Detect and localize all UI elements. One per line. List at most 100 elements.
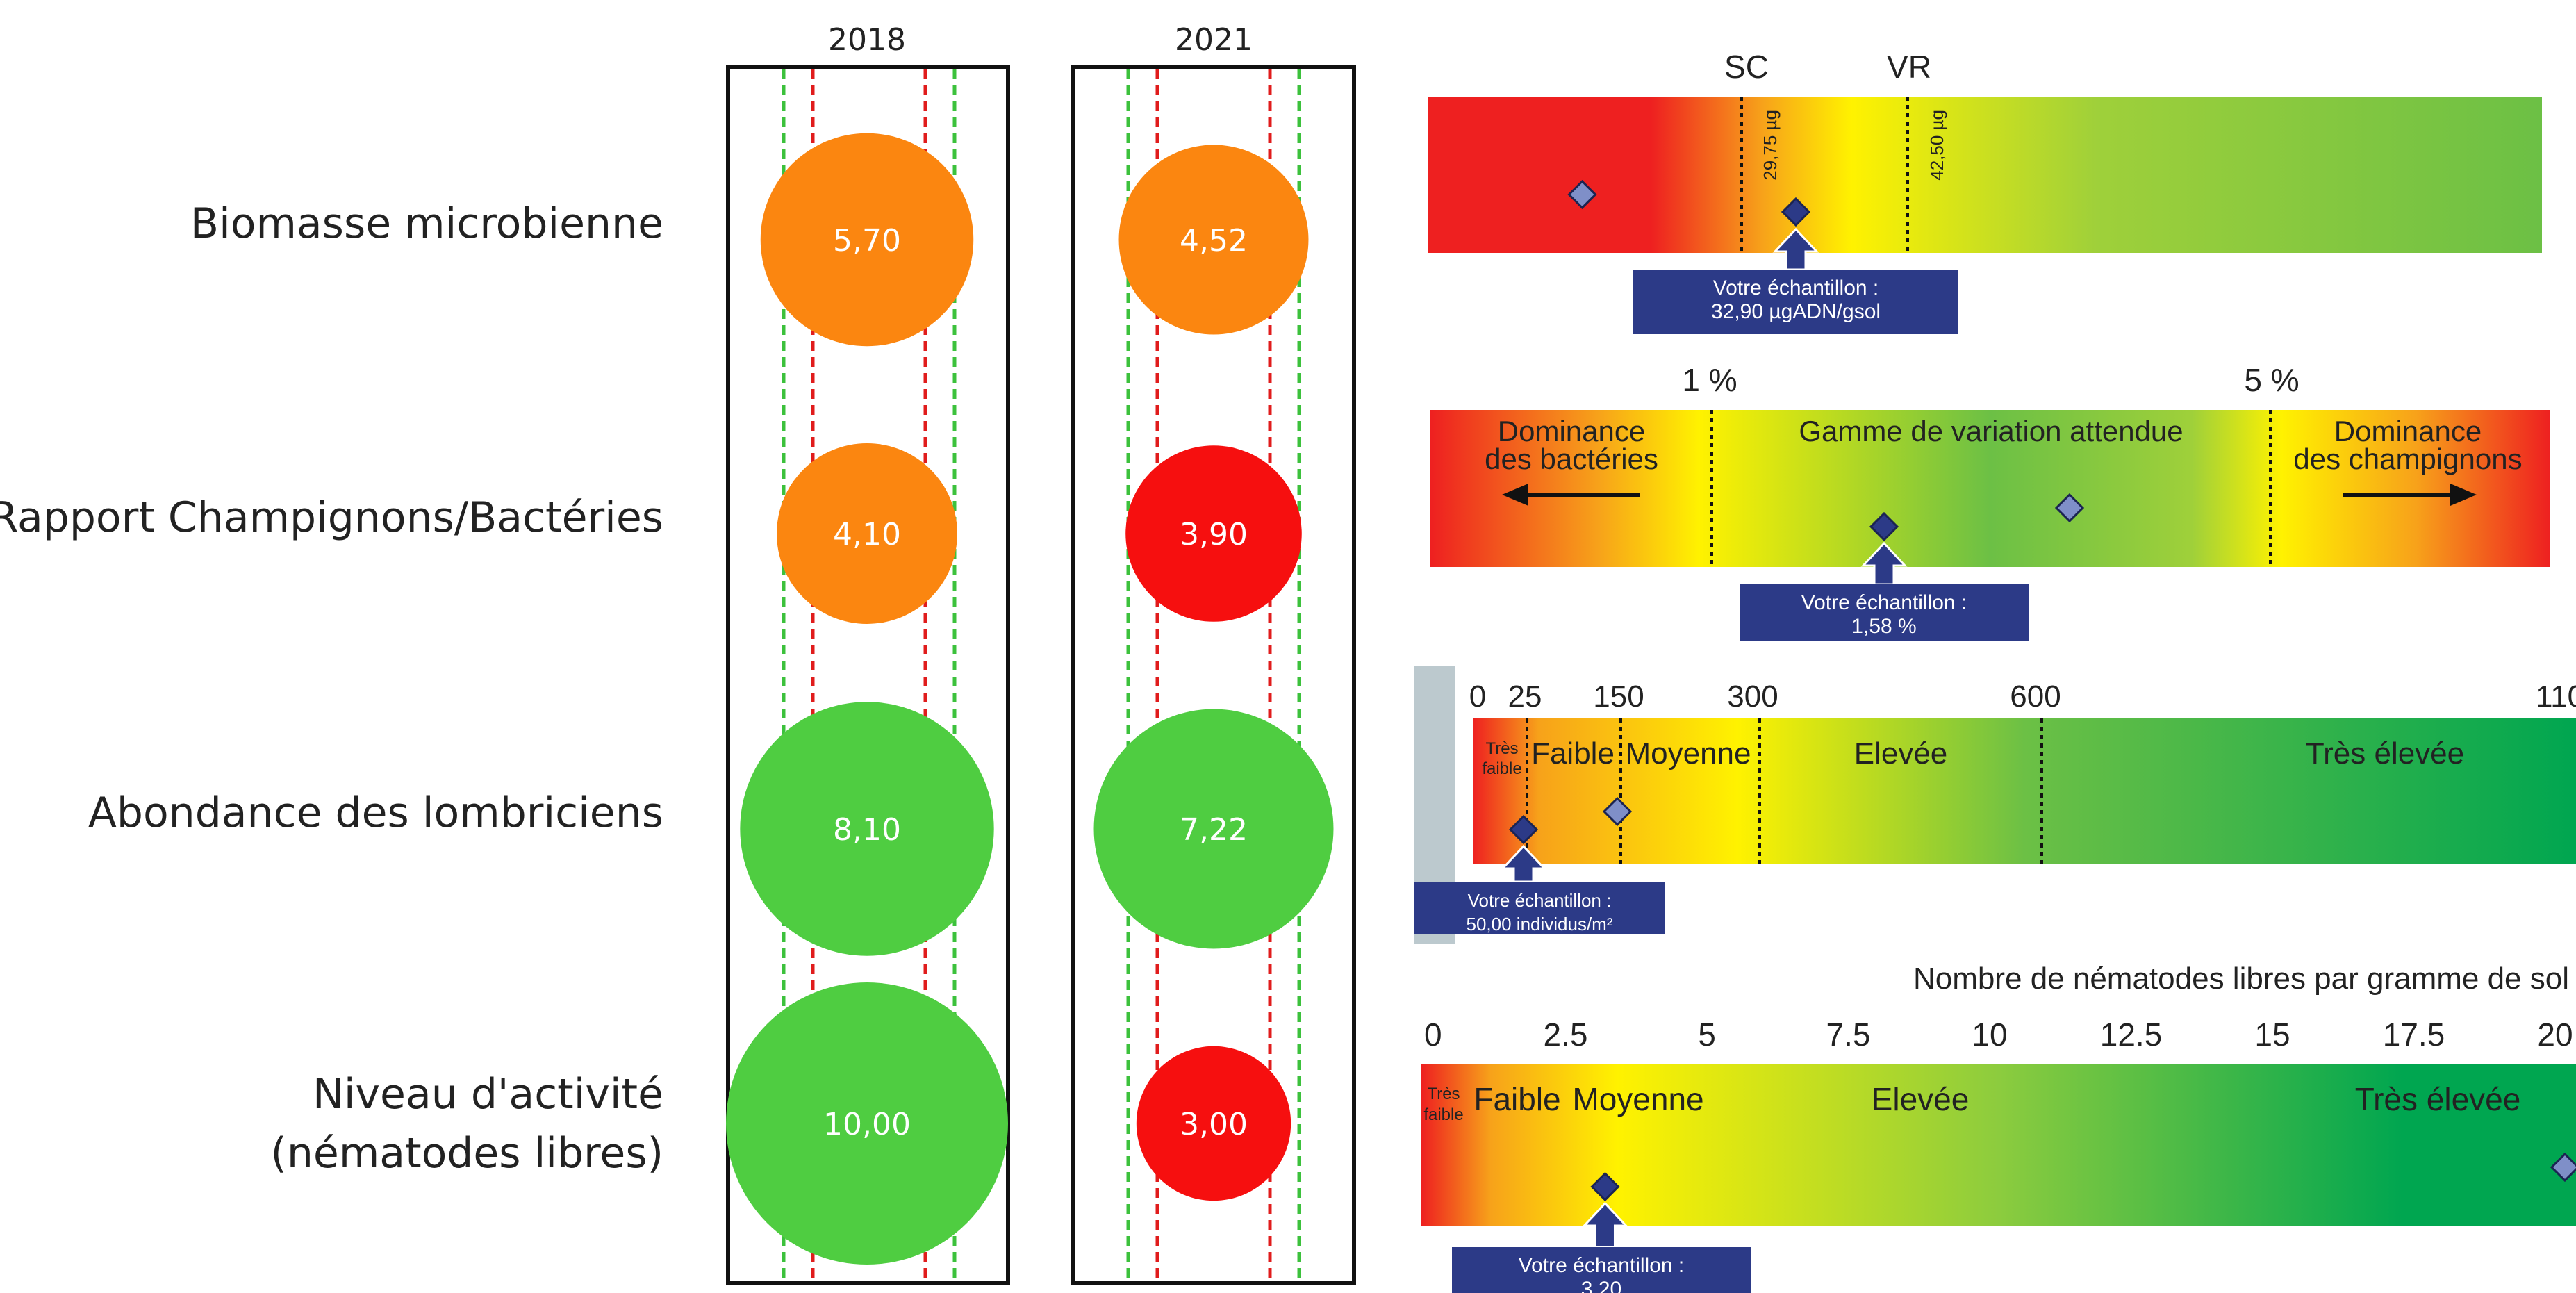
value-circle-2021-1 (1125, 445, 1302, 622)
value-circle-2021-3 (1136, 1046, 1291, 1201)
label-1pct: 1 % (1682, 362, 1737, 398)
indicator-label-ratio: Rapport Champignons/Bactéries (0, 493, 663, 542)
left-panel: Biomasse microbienne Rapport Champignons… (0, 22, 1356, 1285)
year-label-2021: 2021 (1175, 22, 1253, 58)
nematode-tick-7: 17.5 (2383, 1016, 2445, 1053)
earthworm-tick-1100: 1100 (2536, 680, 2576, 714)
zone-fungi-line2: des champignons (2293, 443, 2522, 475)
threshold-vr-value: 42,50 µg (1926, 110, 1947, 181)
earthworm-tick-25: 25 (1508, 680, 1542, 714)
zone-high: Elevée (1854, 736, 1948, 771)
callout-earthworms-line-0: Votre échantillon : (1468, 890, 1612, 911)
gauge-earthworms: 0 25 150 300 600 1100 Très faible Faible Moye… (1414, 666, 2576, 944)
year-column-frame-2021 (1071, 65, 1356, 1285)
callout-nematodes-box (1452, 1247, 1751, 1293)
zone-low: Faible (1473, 1081, 1560, 1117)
zone-low: Faible (1531, 736, 1615, 771)
label-sc: SC (1724, 49, 1769, 85)
value-label-2021-1: 3,90 (1180, 517, 1248, 552)
value-circle-2021-2 (1093, 709, 1334, 949)
threshold-sc-value: 29,75 µg (1760, 110, 1781, 181)
zone-very-low-line1: Très (1427, 1085, 1460, 1103)
year-column-frame-2018 (726, 65, 1010, 1285)
zone-high: Elevée (1872, 1081, 1970, 1117)
gauge-nematodes: Nombre de nématodes libres par gramme de… (1421, 962, 2576, 1226)
indicator-label-earthworms: Abondance des lombriciens (88, 789, 663, 837)
earthworm-tick-labels: 0 25 150 300 600 1100 (1469, 680, 2576, 714)
arrow-right-head (2450, 484, 2477, 506)
indicator-label-nematodes: Niveau d'activité (313, 1070, 663, 1119)
sample-marker-nematodes (1590, 1171, 1620, 1202)
arrow-left-head (1502, 484, 1528, 506)
callout-ratio-line-0: Votre échantillon : (1801, 591, 1967, 614)
nematode-tick-5: 12.5 (2100, 1016, 2163, 1053)
callout-nematodes-line-1: 3,20 (1581, 1278, 1621, 1293)
year-label-2018: 2018 (828, 22, 906, 58)
zone-very-high: Très élevée (2355, 1081, 2521, 1117)
gauge-biomass: SC VR 29,75 µg 42,50 µg (1428, 49, 2542, 253)
value-circle-2021-0 (1118, 145, 1309, 335)
callout-ratio-box (1740, 584, 2029, 641)
nematode-tick-1: 2.5 (1544, 1016, 1588, 1053)
value-label-2021-2: 7,22 (1180, 812, 1248, 848)
sample-marker-biomass (1781, 197, 1811, 227)
callout-earthworms-box (1414, 882, 1665, 934)
gauge-ratio: 1 % 5 % Dominance des bactéries Gamme de… (1430, 362, 2550, 567)
value-circle-2018-2 (740, 702, 994, 956)
previous-marker-nematodes (2550, 1152, 2576, 1183)
zone-very-high: Très élevée (2306, 736, 2464, 771)
zone-fungi-line1: Dominance (2334, 415, 2482, 447)
value-circle-2018-3 (726, 982, 1008, 1265)
nematode-tick-8: 20 (2537, 1016, 2573, 1053)
value-label-2021-3: 3,00 (1180, 1107, 1248, 1142)
callout-biomass-line-0: Votre échantillon : (1713, 277, 1879, 299)
value-label-2021-0: 4,52 (1180, 223, 1248, 258)
value-label-2018-3: 10,00 (823, 1107, 911, 1142)
nematode-tick-labels: 0 2.5 5 7.5 10 12.5 15 17.5 20 (1424, 1016, 2573, 1053)
earthworm-tick-0: 0 (1469, 680, 1486, 714)
zone-very-low-line2: faible (1482, 759, 1521, 778)
bar-nematodes (1421, 1064, 2576, 1226)
zone-medium: Moyenne (1572, 1081, 1703, 1117)
zone-very-low-line2: faible (1423, 1105, 1463, 1124)
sample-marker-earthworms (1508, 814, 1539, 845)
previous-marker-earthworms (1602, 796, 1633, 827)
nematode-tick-2: 5 (1698, 1016, 1716, 1053)
callout-earthworms-line-1: 50,00 individus/m² (1467, 914, 1613, 934)
indicator-label-nematodes-sub: (nématodes libres) (271, 1129, 664, 1178)
nematode-tick-0: 0 (1424, 1016, 1442, 1053)
bar-ratio (1430, 410, 2550, 567)
label-vr: VR (1887, 49, 1931, 85)
label-5pct: 5 % (2244, 362, 2299, 398)
earthworm-tick-150: 150 (1593, 680, 1644, 714)
zone-bacteria-line2: des bactéries (1485, 443, 1658, 475)
zone-bacteria-line1: Dominance (1498, 415, 1645, 447)
value-circle-2018-0 (760, 133, 974, 347)
zone-medium: Moyenne (1625, 736, 1751, 771)
sample-marker-ratio (1869, 511, 1899, 542)
right-panel: SC VR 29,75 µg 42,50 µg 1 % 5 % Dominanc… (1414, 49, 2576, 1293)
nematode-tick-3: 7.5 (1826, 1016, 1871, 1053)
value-circle-2018-1 (777, 443, 957, 624)
value-label-2018-1: 4,10 (833, 517, 901, 552)
callout-biomass-line-1: 32,90 µgADN/gsol (1711, 300, 1881, 323)
nematode-tick-4: 10 (1972, 1016, 2007, 1053)
previous-marker-biomass (1567, 179, 1597, 210)
nematode-tick-6: 15 (2254, 1016, 2290, 1053)
callout-nematodes-line-0: Votre échantillon : (1519, 1254, 1685, 1277)
callout-biomass-box (1633, 270, 1958, 334)
circle-layer: 5,70 4,10 8,10 10,00 4,52 3,90 7,22 3,00 (726, 133, 1334, 1265)
nematode-axis-title: Nombre de nématodes libres par gramme de… (1913, 962, 2569, 996)
previous-marker-ratio (2054, 493, 2085, 523)
bar-earthworms (1473, 718, 2576, 864)
indicator-label-biomass: Biomasse microbienne (190, 199, 663, 248)
bar-biomass (1428, 97, 2542, 253)
value-label-2018-2: 8,10 (833, 812, 901, 848)
earthworm-tick-300: 300 (1727, 680, 1778, 714)
zone-very-low-line1: Très (1485, 739, 1518, 758)
callout-ratio-line-1: 1,58 % (1851, 615, 1916, 638)
value-label-2018-0: 5,70 (833, 223, 901, 258)
zone-expected: Gamme de variation attendue (1799, 415, 2183, 447)
